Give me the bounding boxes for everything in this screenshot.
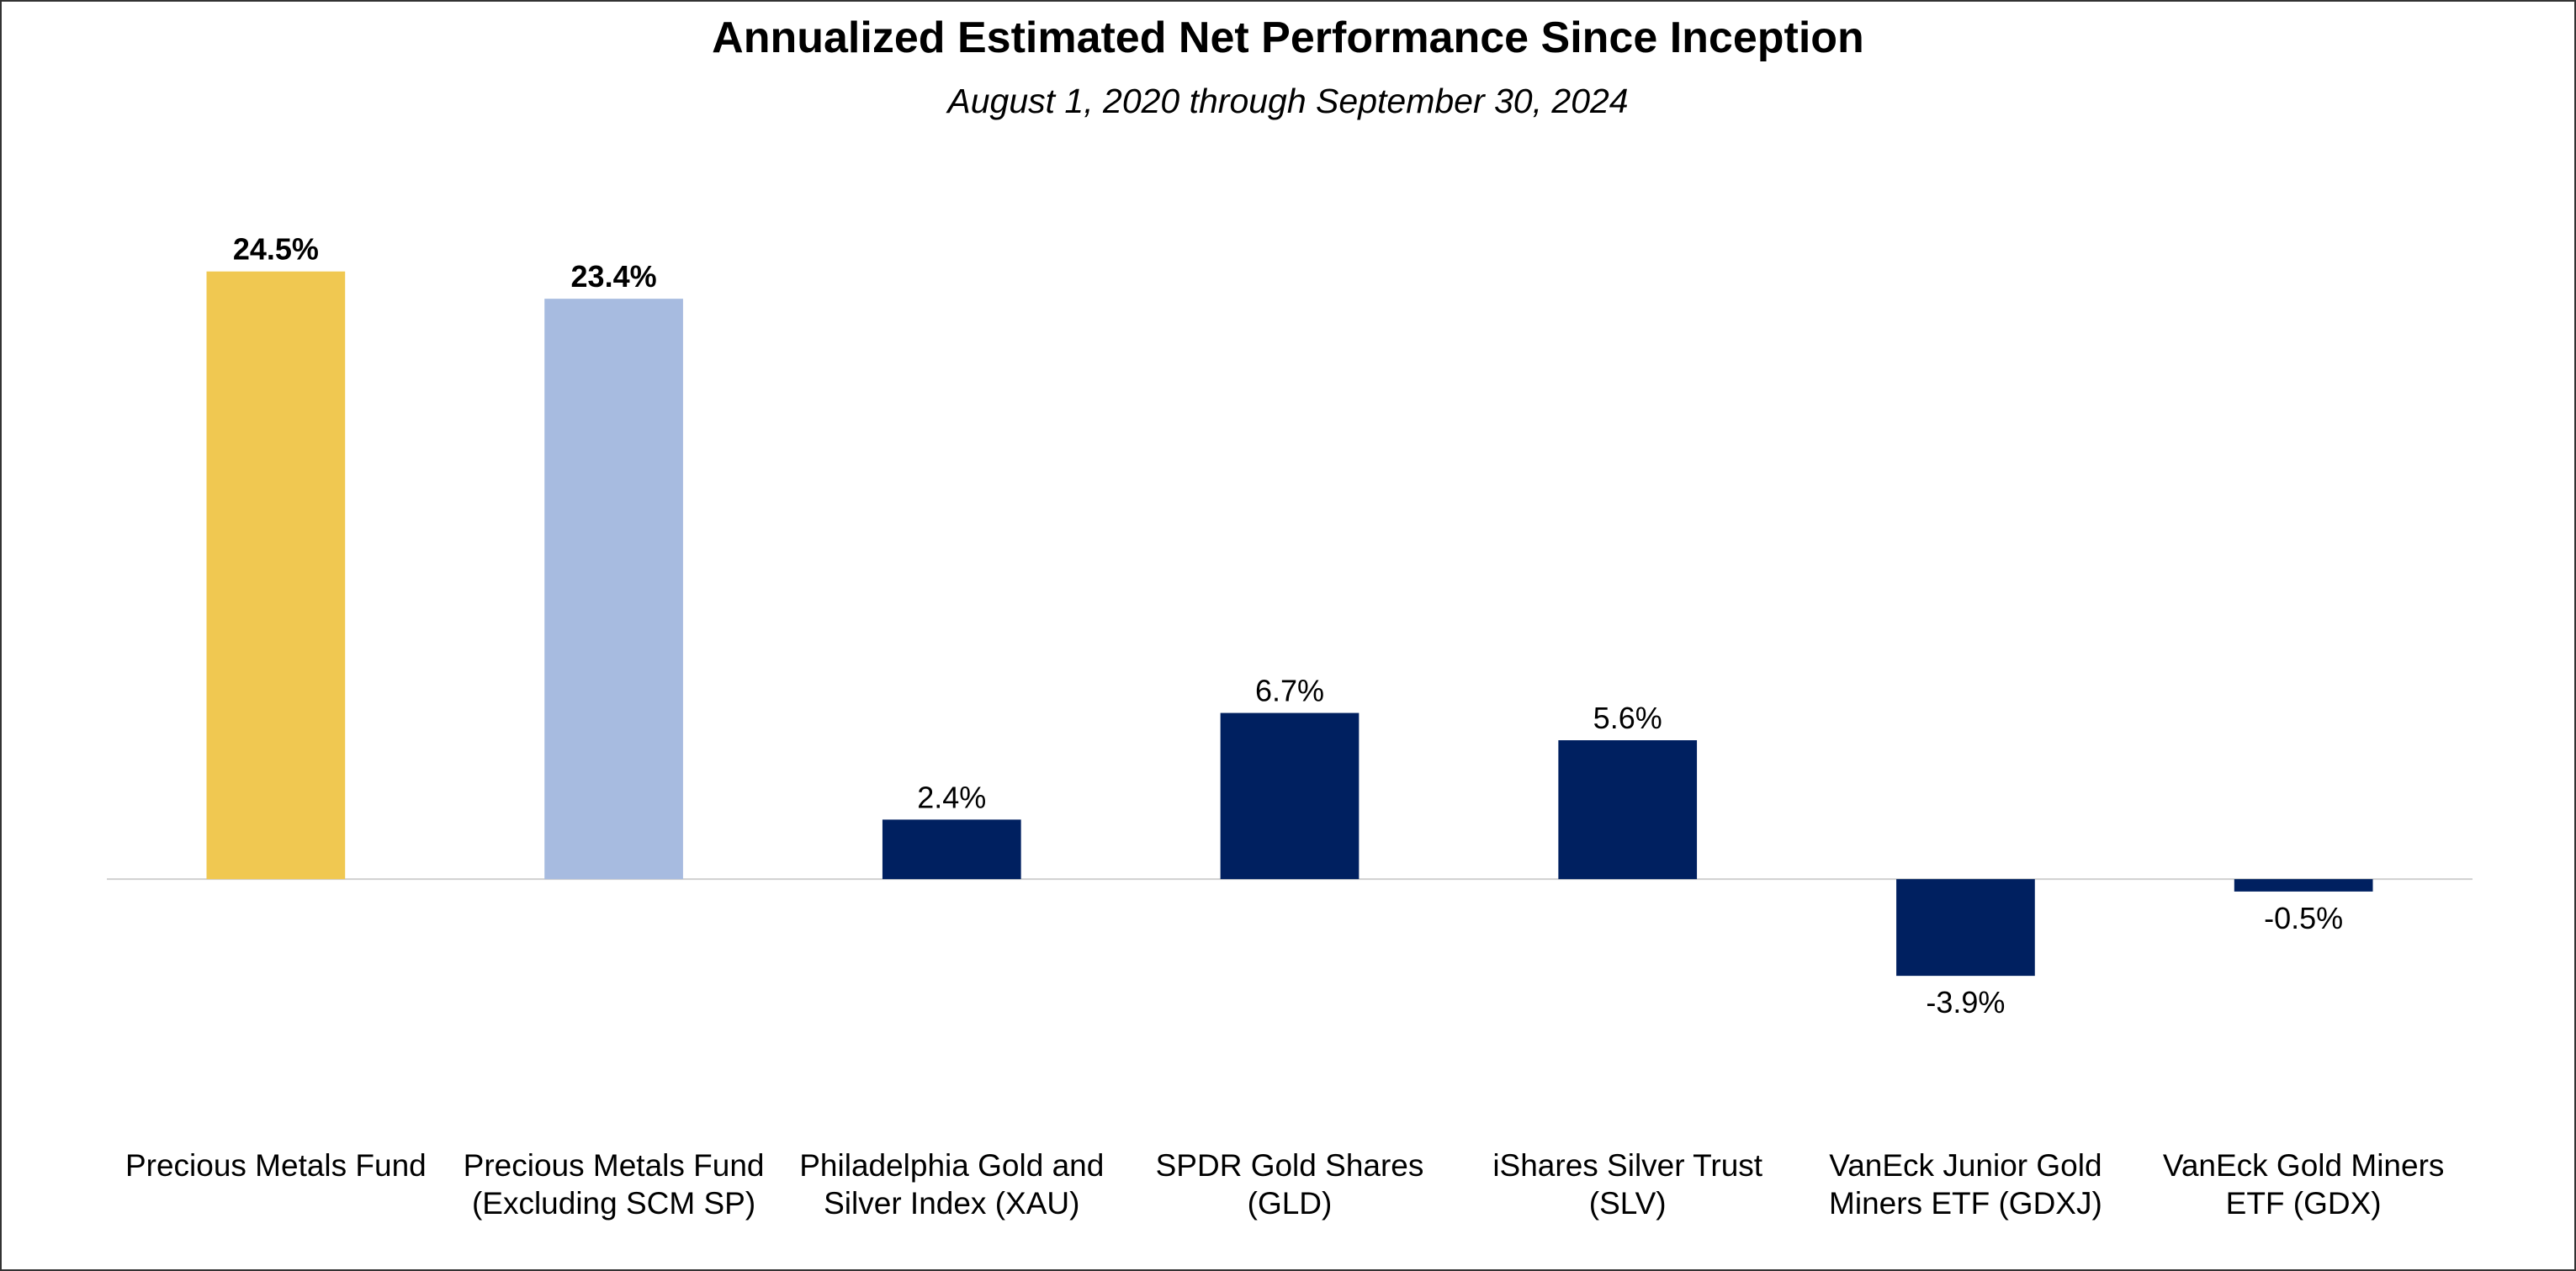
data-label: -0.5% (2264, 901, 2343, 935)
chart-subtitle: August 1, 2020 through September 30, 202… (945, 82, 1628, 120)
data-label: 23.4% (571, 259, 657, 294)
x-tick-label: Precious Metals Fund (125, 1148, 427, 1183)
data-label: 24.5% (233, 232, 319, 267)
x-tick-label: SPDR Gold Shares (GLD) (1156, 1148, 1424, 1221)
x-tick-label: VanEck Gold Miners ETF (GDX) (2163, 1148, 2445, 1221)
bar (544, 299, 683, 880)
bar (1896, 879, 2035, 977)
x-tick-label: iShares Silver Trust (SLV) (1492, 1148, 1762, 1221)
bar (882, 819, 1021, 880)
bar (2234, 879, 2373, 892)
bar (1558, 740, 1698, 880)
x-tick-label: VanEck Junior Gold Miners ETF (GDXJ) (1829, 1148, 2102, 1221)
data-label: 2.4% (917, 780, 986, 814)
bar (206, 271, 346, 880)
chart-title: Annualized Estimated Net Performance Sin… (712, 13, 1864, 62)
x-tick-label: Philadelphia Gold and Silver Index (XAU) (799, 1148, 1104, 1221)
data-label: 6.7% (1255, 674, 1324, 708)
data-label: -3.9% (1926, 985, 2005, 1019)
x-tick-label: Precious Metals Fund (Excluding SCM SP) (464, 1148, 765, 1221)
data-label: 5.6% (1593, 701, 1662, 735)
bar (1220, 712, 1360, 880)
